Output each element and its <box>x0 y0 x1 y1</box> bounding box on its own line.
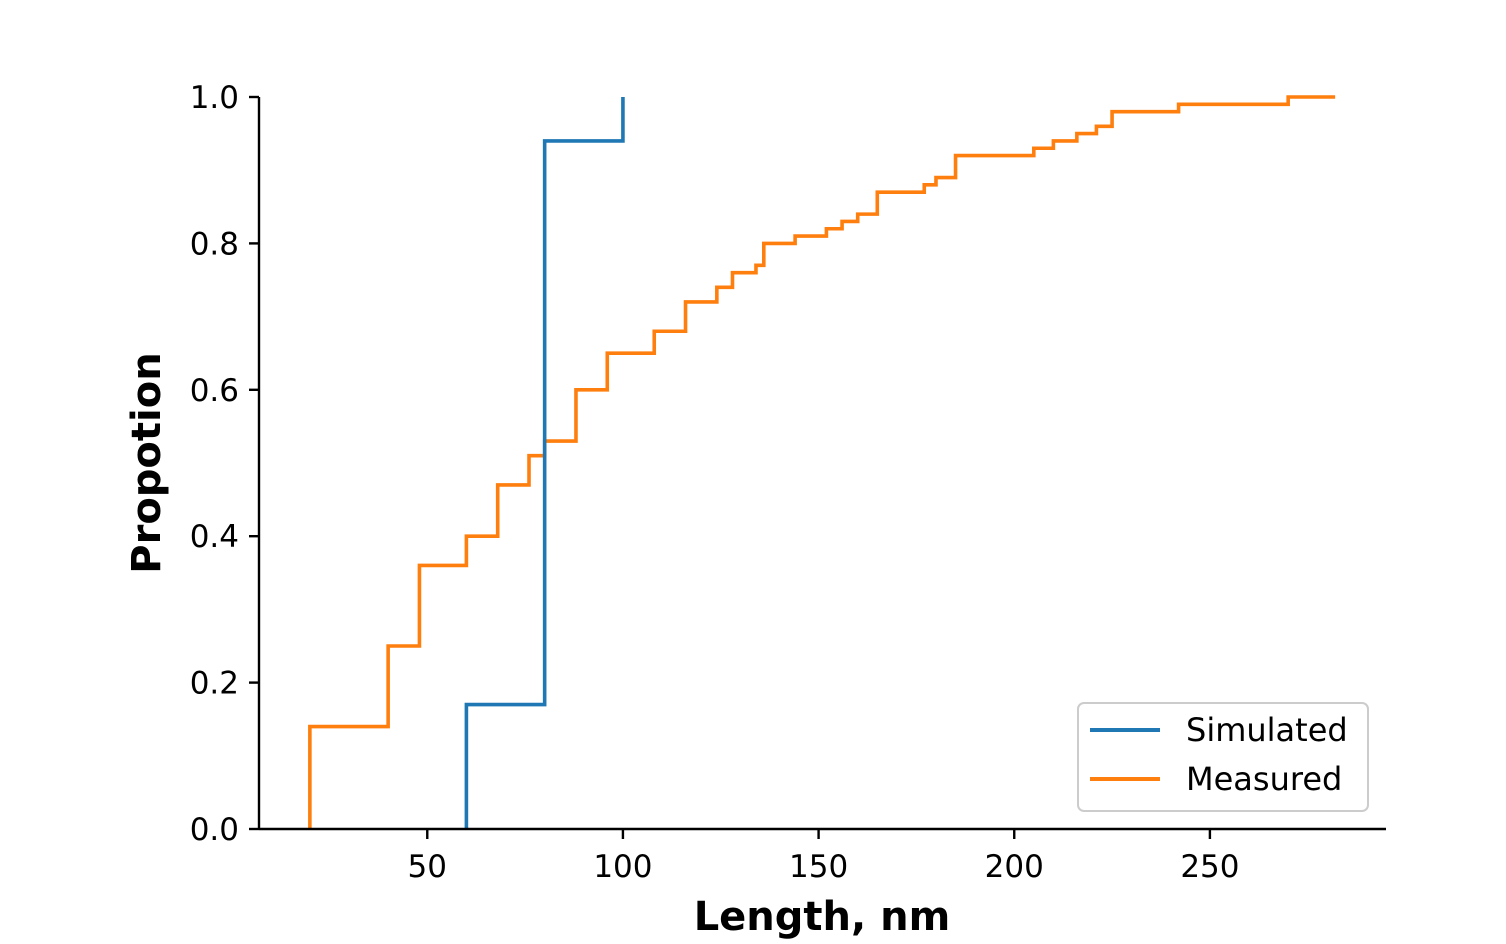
y-tick-label-2: 0.4 <box>190 519 239 555</box>
legend: Simulated Measured <box>1077 702 1369 812</box>
series-layer <box>308 95 1336 829</box>
ticks-layer: 50 100 150 200 250 0.0 0.2 0.4 0.6 0.8 1.0 <box>190 80 1240 885</box>
axes-layer <box>257 97 1386 831</box>
y-tick-label-1: 0.2 <box>190 666 239 702</box>
y-tick-label-4: 0.8 <box>190 226 239 262</box>
x-tick-label-0: 50 <box>408 849 447 885</box>
series-line-simulated <box>464 97 625 829</box>
x-tick-label-2: 150 <box>789 849 848 885</box>
y-tick-label-3: 0.6 <box>190 373 239 409</box>
x-tick-label-1: 100 <box>593 849 652 885</box>
x-tick-label-3: 200 <box>985 849 1044 885</box>
x-axis-title: Length, nm <box>694 894 951 940</box>
series-line-measured <box>308 95 1336 829</box>
legend-label-measured: Measured <box>1186 760 1342 798</box>
legend-label-simulated: Simulated <box>1186 711 1348 749</box>
y-axis-title: Propotion <box>124 352 170 573</box>
x-tick-label-4: 250 <box>1180 849 1239 885</box>
y-tick-label-5: 1.0 <box>190 80 239 116</box>
y-tick-label-0: 0.0 <box>190 812 239 848</box>
